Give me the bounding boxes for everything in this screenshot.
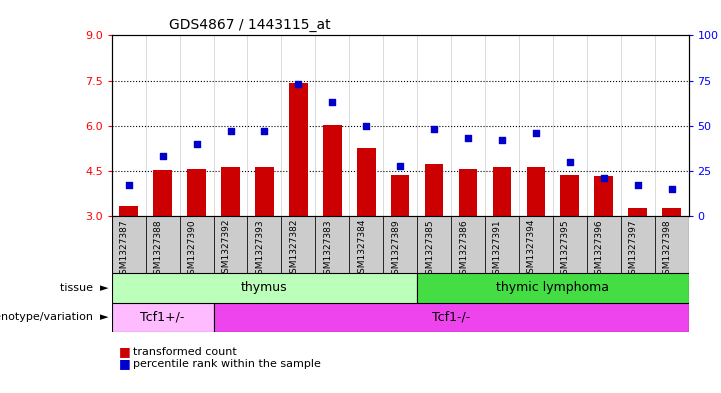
Bar [425, 164, 443, 216]
Bar [357, 148, 376, 216]
Bar [112, 303, 213, 332]
Bar [594, 176, 613, 216]
Bar [120, 206, 138, 216]
Bar [323, 125, 342, 216]
Text: GSM1327390: GSM1327390 [187, 219, 197, 280]
Text: GDS4867 / 1443115_at: GDS4867 / 1443115_at [169, 18, 331, 32]
Bar [213, 303, 689, 332]
Point [496, 137, 508, 143]
Bar [417, 273, 689, 303]
Text: ■: ■ [119, 357, 131, 370]
Text: GSM1327386: GSM1327386 [459, 219, 468, 280]
Text: GSM1327394: GSM1327394 [527, 219, 536, 279]
Bar [221, 167, 240, 216]
Text: GSM1327392: GSM1327392 [221, 219, 231, 279]
Text: GSM1327382: GSM1327382 [289, 219, 298, 279]
Bar [391, 174, 410, 216]
Bar [560, 174, 579, 216]
Text: GSM1327396: GSM1327396 [595, 219, 603, 280]
Point [665, 186, 677, 192]
Text: ■: ■ [119, 345, 131, 358]
Bar [255, 167, 274, 216]
Point [394, 162, 406, 169]
Bar [663, 208, 681, 216]
Point [598, 175, 609, 181]
Text: Tcf1-/-: Tcf1-/- [432, 311, 470, 324]
Bar [315, 216, 349, 273]
Text: GSM1327384: GSM1327384 [357, 219, 366, 279]
Text: thymus: thymus [241, 281, 288, 294]
Point [462, 135, 474, 141]
Bar [281, 216, 315, 273]
Bar [154, 170, 172, 216]
Point [259, 128, 270, 134]
Text: tissue  ►: tissue ► [60, 283, 108, 293]
Bar [485, 216, 519, 273]
Text: GSM1327385: GSM1327385 [425, 219, 434, 280]
Point [360, 123, 372, 129]
Bar [526, 167, 545, 216]
Text: percentile rank within the sample: percentile rank within the sample [133, 358, 322, 369]
Bar [213, 216, 247, 273]
Bar [553, 216, 587, 273]
Bar [112, 273, 417, 303]
Bar [112, 216, 146, 273]
Text: transformed count: transformed count [133, 347, 237, 357]
Point [191, 141, 203, 147]
Text: GSM1327398: GSM1327398 [663, 219, 671, 280]
Bar [519, 216, 553, 273]
Text: GSM1327395: GSM1327395 [561, 219, 570, 280]
Text: GSM1327387: GSM1327387 [120, 219, 129, 280]
Bar [146, 216, 180, 273]
Point [327, 99, 338, 105]
Point [123, 182, 135, 189]
Text: GSM1327397: GSM1327397 [629, 219, 637, 280]
Point [293, 81, 304, 87]
Bar [417, 216, 451, 273]
Text: GSM1327393: GSM1327393 [255, 219, 265, 280]
Text: GSM1327391: GSM1327391 [493, 219, 502, 280]
Bar [655, 216, 689, 273]
Point [428, 126, 440, 132]
Bar [289, 83, 308, 216]
Bar [621, 216, 655, 273]
Bar [451, 216, 485, 273]
Bar [383, 216, 417, 273]
Text: GSM1327388: GSM1327388 [154, 219, 163, 280]
Point [564, 159, 575, 165]
Bar [459, 169, 477, 216]
Bar [187, 169, 206, 216]
Bar [492, 167, 511, 216]
Text: Tcf1+/-: Tcf1+/- [141, 311, 185, 324]
Bar [247, 216, 281, 273]
Text: GSM1327383: GSM1327383 [323, 219, 332, 280]
Text: thymic lymphoma: thymic lymphoma [496, 281, 609, 294]
Point [530, 130, 541, 136]
Point [157, 153, 169, 160]
Point [632, 182, 643, 189]
Bar [587, 216, 621, 273]
Text: genotype/variation  ►: genotype/variation ► [0, 312, 108, 322]
Text: GSM1327389: GSM1327389 [392, 219, 400, 280]
Bar [349, 216, 383, 273]
Point [225, 128, 236, 134]
Bar [180, 216, 213, 273]
Bar [628, 208, 647, 216]
